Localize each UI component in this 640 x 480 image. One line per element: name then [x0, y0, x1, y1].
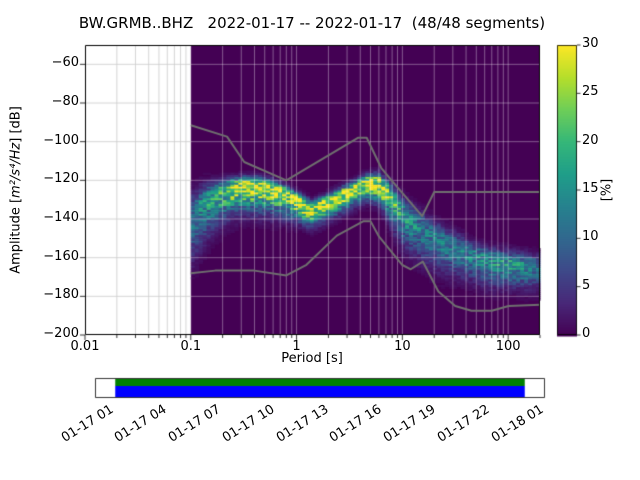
- timeline-coverage-bar: [95, 378, 545, 398]
- x-tick-label: 10: [394, 339, 411, 354]
- x-tick-label: 0.01: [70, 339, 100, 354]
- y-tick-label: −200: [43, 326, 79, 341]
- y-axis-label-suffix: ] [dB]: [8, 106, 24, 143]
- colorbar-tick-label: 15: [582, 181, 599, 196]
- y-tick-label: −140: [43, 210, 79, 225]
- y-tick-label: −180: [43, 287, 79, 303]
- y-tick-label: −80: [51, 94, 79, 109]
- y-tick-label: −160: [43, 248, 79, 264]
- colorbar-tick-label: 5: [582, 277, 591, 293]
- colorbar-tick-label: 25: [582, 84, 599, 100]
- x-tick-label: 1: [292, 339, 301, 354]
- y-axis-label-units: m²/s⁴/Hz: [8, 142, 24, 198]
- y-tick-label: −100: [43, 132, 79, 148]
- x-tick-label: 0.1: [180, 339, 202, 354]
- colorbar: [557, 45, 577, 335]
- colorbar-tick-label: 30: [582, 36, 599, 51]
- colorbar-tick-label: 20: [582, 132, 599, 148]
- chart-title: BW.GRMB..BHZ 2022-01-17 -- 2022-01-17 (4…: [78, 14, 546, 32]
- y-axis-label-prefix: Amplitude [: [8, 197, 24, 274]
- colorbar-tick-label: 0: [582, 326, 591, 341]
- colorbar-tick-label: 10: [582, 229, 599, 245]
- colorbar-label: [%]: [599, 178, 615, 202]
- plot-area: [85, 45, 540, 335]
- y-axis-label: Amplitude [m²/s⁴/Hz] [dB]: [8, 106, 25, 274]
- y-tick-label: −60: [51, 55, 79, 71]
- x-tick-label: 100: [495, 339, 521, 354]
- x-axis-label: Period [s]: [281, 351, 343, 366]
- y-tick-label: −120: [43, 171, 79, 187]
